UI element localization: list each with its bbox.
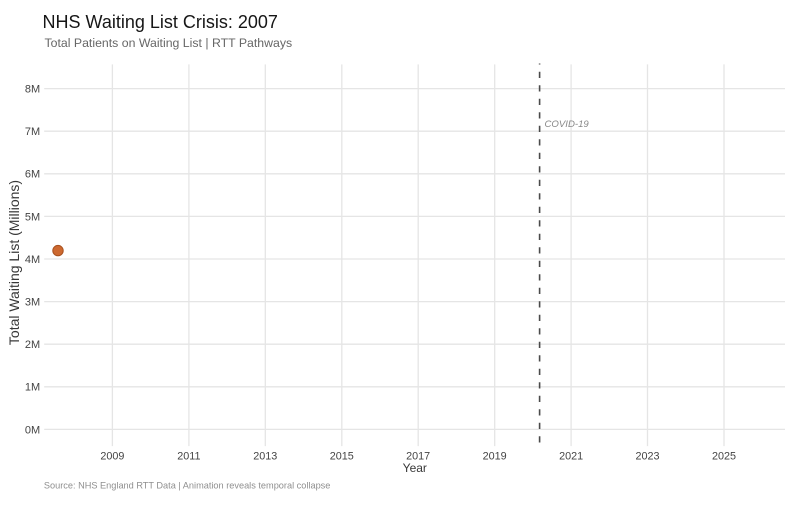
svg-text:2025: 2025 [712, 451, 736, 463]
svg-text:2017: 2017 [406, 451, 430, 463]
svg-text:2M: 2M [25, 339, 40, 351]
svg-text:Source: NHS England RTT Data |: Source: NHS England RTT Data | Animation… [44, 480, 331, 490]
svg-text:1M: 1M [25, 382, 40, 394]
svg-text:2009: 2009 [100, 451, 124, 463]
svg-text:Total Waiting List (Millions): Total Waiting List (Millions) [6, 180, 22, 345]
svg-text:COVID-19: COVID-19 [545, 119, 590, 130]
svg-text:2023: 2023 [635, 451, 659, 463]
svg-text:2015: 2015 [330, 451, 354, 463]
svg-text:2011: 2011 [177, 451, 200, 463]
svg-text:NHS Waiting List Crisis: 2007: NHS Waiting List Crisis: 2007 [43, 12, 278, 32]
svg-text:3M: 3M [25, 297, 40, 309]
svg-text:2019: 2019 [483, 451, 507, 463]
svg-text:Year: Year [403, 461, 427, 475]
svg-text:5M: 5M [25, 211, 40, 223]
svg-text:8M: 8M [25, 84, 40, 96]
svg-text:0M: 0M [25, 424, 40, 436]
svg-text:7M: 7M [25, 126, 40, 138]
svg-text:6M: 6M [25, 169, 40, 181]
svg-text:Total Patients on Waiting List: Total Patients on Waiting List | RTT Pat… [45, 36, 293, 50]
svg-text:2021: 2021 [559, 451, 583, 463]
svg-text:4M: 4M [25, 254, 40, 266]
svg-text:2013: 2013 [253, 451, 277, 463]
